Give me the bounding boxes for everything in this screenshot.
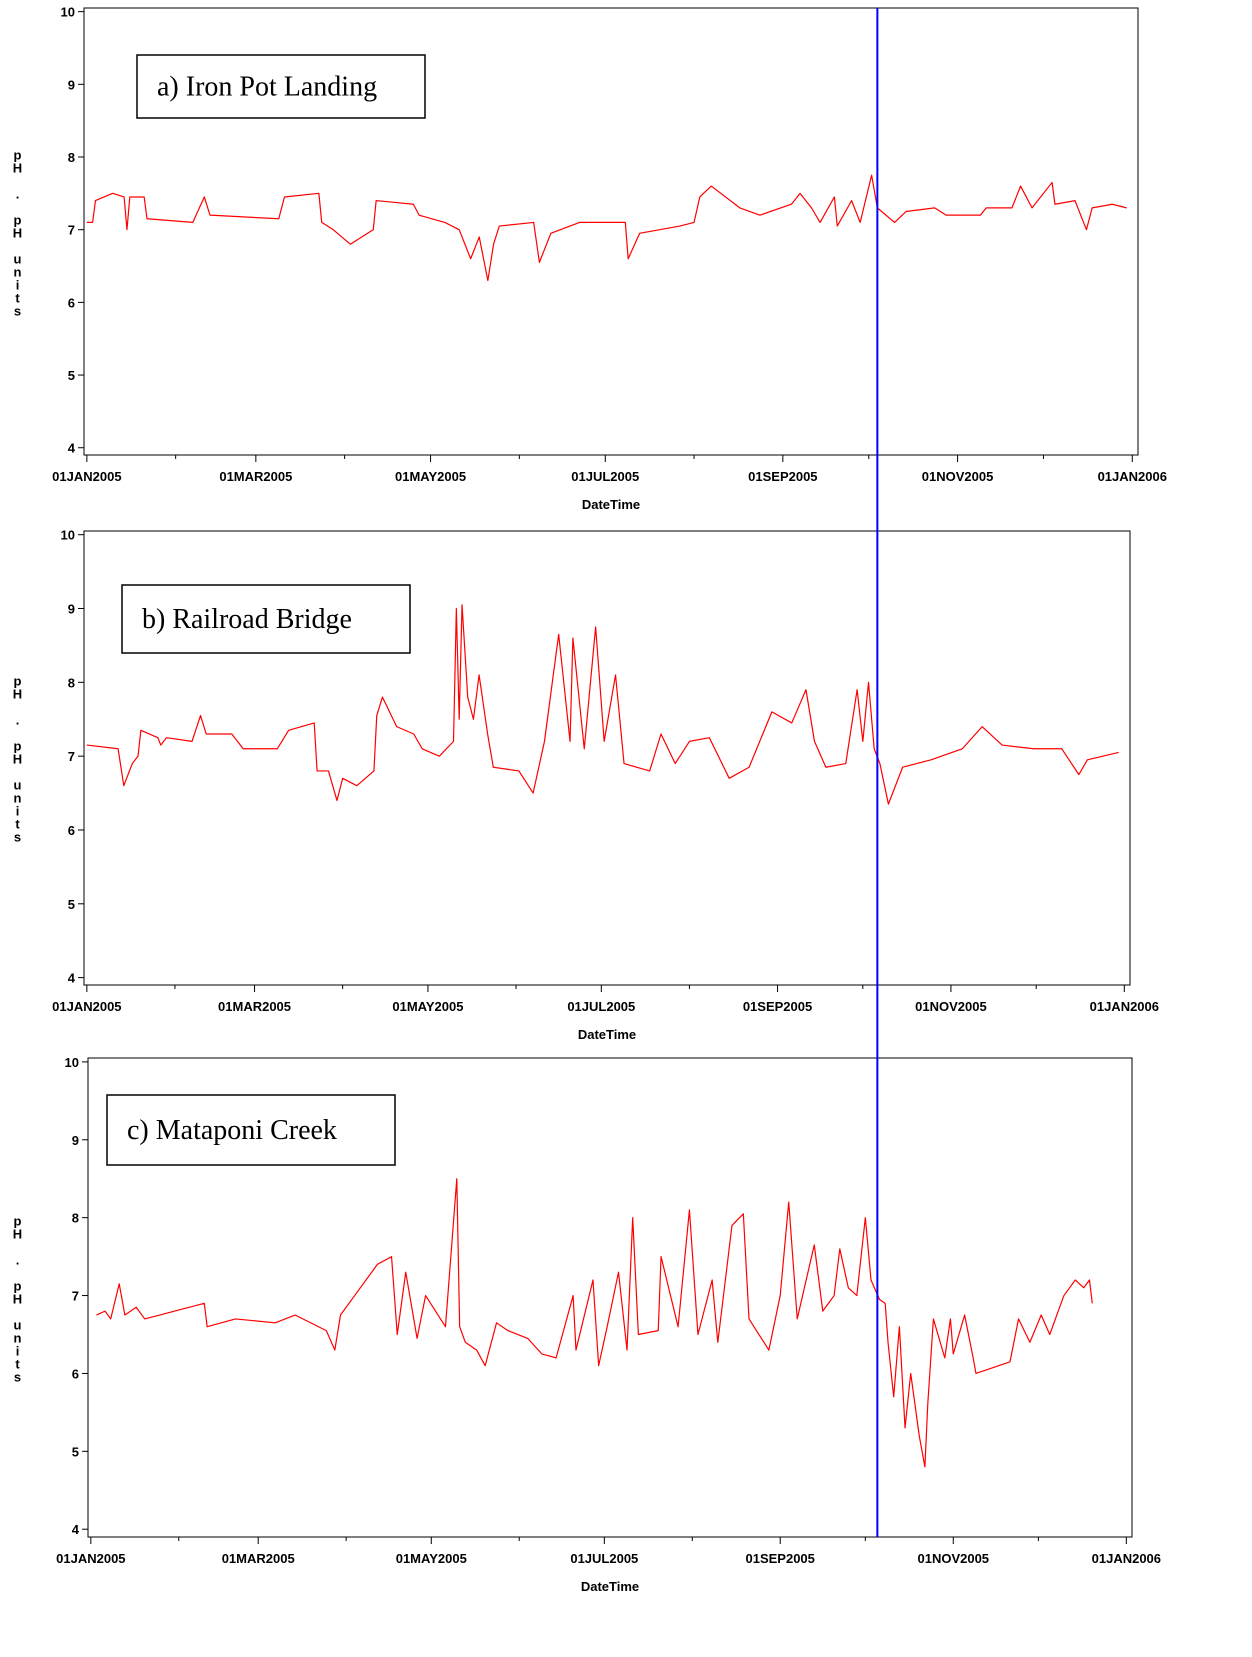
x-tick-label: 01JAN2005	[52, 999, 121, 1014]
x-tick-label: 01JAN2006	[1098, 469, 1167, 484]
x-tick-label: 01MAR2005	[219, 469, 292, 484]
x-tick-label: 01JUL2005	[571, 469, 639, 484]
x-tick-label: 01MAY2005	[392, 999, 463, 1014]
y-tick-label: 4	[68, 441, 76, 456]
y-tick-label: 7	[72, 1289, 79, 1304]
x-tick-label: 01JAN2006	[1092, 1551, 1161, 1566]
y-axis-label: pH . pH units	[10, 673, 25, 843]
x-tick-label: 01SEP2005	[748, 469, 817, 484]
x-tick-label: 01SEP2005	[746, 1551, 815, 1566]
y-tick-label: 6	[68, 295, 75, 310]
y-tick-label: 4	[68, 971, 76, 986]
x-tick-label: 01JAN2005	[52, 469, 121, 484]
x-tick-label: 01MAR2005	[222, 1551, 295, 1566]
y-tick-label: 8	[72, 1211, 79, 1226]
annotation: a) Iron Pot Landing	[157, 72, 377, 103]
panel: 4 5 6 7 8 9 10 01JAN2005 01MAR2005 01MAY2005 01JUL…	[52, 5, 1167, 512]
panel: 4 5 6 7 8 9 10 01JAN2005 01MAR2005 01MAY2005 01JUL…	[52, 528, 1159, 1042]
x-tick-label: 01JAN2006	[1090, 999, 1159, 1014]
y-tick-label: 5	[68, 368, 75, 383]
x-tick-label: 01MAY2005	[396, 1551, 467, 1566]
y-tick-label: 9	[72, 1133, 79, 1148]
panel: 4 5 6 7 8 9 10 01JAN2005 01MAR2005 01MAY2005 01JUL…	[56, 1055, 1161, 1594]
y-tick-label: 5	[72, 1444, 79, 1459]
annotation: b) Railroad Bridge	[142, 604, 352, 635]
y-tick-label: 4	[72, 1522, 80, 1537]
x-tick-label: 01NOV2005	[922, 469, 994, 484]
x-tick-label: 01JAN2005	[56, 1551, 125, 1566]
annotation-box	[136, 54, 426, 119]
y-tick-label: 7	[68, 223, 75, 238]
plot-frame	[83, 7, 1139, 456]
plot-frame	[83, 530, 1131, 986]
y-tick-label: 6	[72, 1366, 79, 1381]
x-axis-label: DateTime	[581, 1579, 639, 1594]
y-tick-label: 8	[68, 150, 75, 165]
y-tick-label: 7	[68, 749, 75, 764]
data-line	[96, 1178, 1093, 1468]
annotation-box	[121, 584, 411, 654]
x-tick-label: 01SEP2005	[743, 999, 812, 1014]
x-axis-label: DateTime	[578, 1027, 636, 1042]
plot-frame	[87, 1057, 1133, 1538]
y-tick-label: 9	[68, 602, 75, 617]
x-axis-label: DateTime	[582, 497, 640, 512]
y-axis-label: pH . pH units	[10, 147, 25, 316]
y-tick-label: 5	[68, 897, 75, 912]
y-tick-label: 6	[68, 823, 75, 838]
annotation: c) Mataponi Creek	[127, 1115, 337, 1146]
data-line	[86, 604, 1119, 805]
y-tick-label: 10	[65, 1055, 79, 1070]
x-tick-label: 01MAY2005	[395, 469, 466, 484]
x-tick-label: 01JUL2005	[567, 999, 635, 1014]
data-line	[86, 174, 1127, 282]
x-tick-label: 01JUL2005	[570, 1551, 638, 1566]
y-tick-label: 8	[68, 675, 75, 690]
x-tick-label: 01NOV2005	[917, 1551, 989, 1566]
annotation-box	[106, 1094, 396, 1166]
y-tick-label: 9	[68, 77, 75, 92]
y-tick-label: 10	[61, 528, 75, 543]
y-axis-label: pH . pH units	[10, 1213, 25, 1382]
y-tick-label: 10	[61, 5, 75, 20]
x-tick-label: 01MAR2005	[218, 999, 291, 1014]
x-tick-label: 01NOV2005	[915, 999, 987, 1014]
